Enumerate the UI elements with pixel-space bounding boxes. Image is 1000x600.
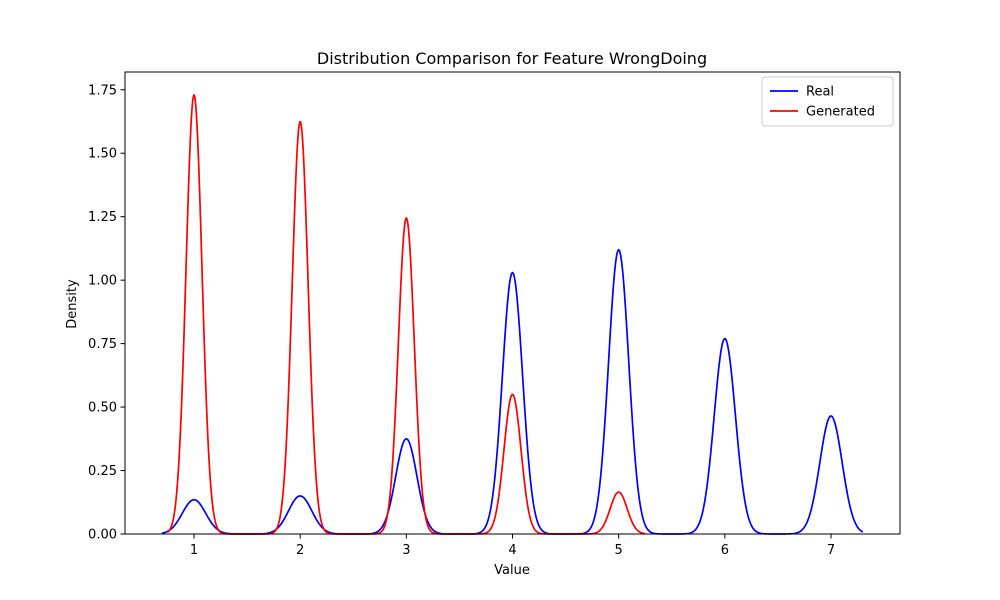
legend-box: [761, 76, 894, 127]
y-axis: 0.00 0.25 0.50 0.75 1.00 1.25 1.50 1.75: [88, 83, 125, 543]
x-tick-label: 4: [508, 543, 516, 558]
y-tick-label: 0.75: [88, 337, 117, 352]
y-tick-label: 1.25: [88, 210, 117, 225]
series-line-real: [161, 248, 864, 535]
legend-label-real: Real: [806, 85, 834, 100]
y-tick-label: 0.00: [88, 528, 117, 543]
x-tick-label: 7: [827, 543, 835, 558]
x-tick-label: 2: [296, 543, 304, 558]
y-tick-label: 0.50: [88, 401, 117, 416]
legend: Real Generated: [761, 76, 894, 127]
y-tick-label: 0.25: [88, 464, 117, 479]
x-axis: 1 2 3 4 5 6 7: [190, 534, 835, 558]
y-axis-label: Density: [65, 279, 80, 329]
legend-label-generated: Generated: [806, 105, 875, 120]
x-axis-label: Value: [494, 563, 530, 578]
x-tick-label: 5: [615, 543, 623, 558]
x-tick-label: 6: [721, 543, 729, 558]
y-tick-label: 1.50: [88, 147, 117, 162]
y-tick-label: 1.75: [88, 83, 117, 98]
x-tick-label: 1: [190, 543, 198, 558]
chart-title: Distribution Comparison for Feature Wron…: [317, 49, 707, 68]
y-tick-label: 1.00: [88, 274, 117, 289]
x-tick-label: 3: [402, 543, 410, 558]
